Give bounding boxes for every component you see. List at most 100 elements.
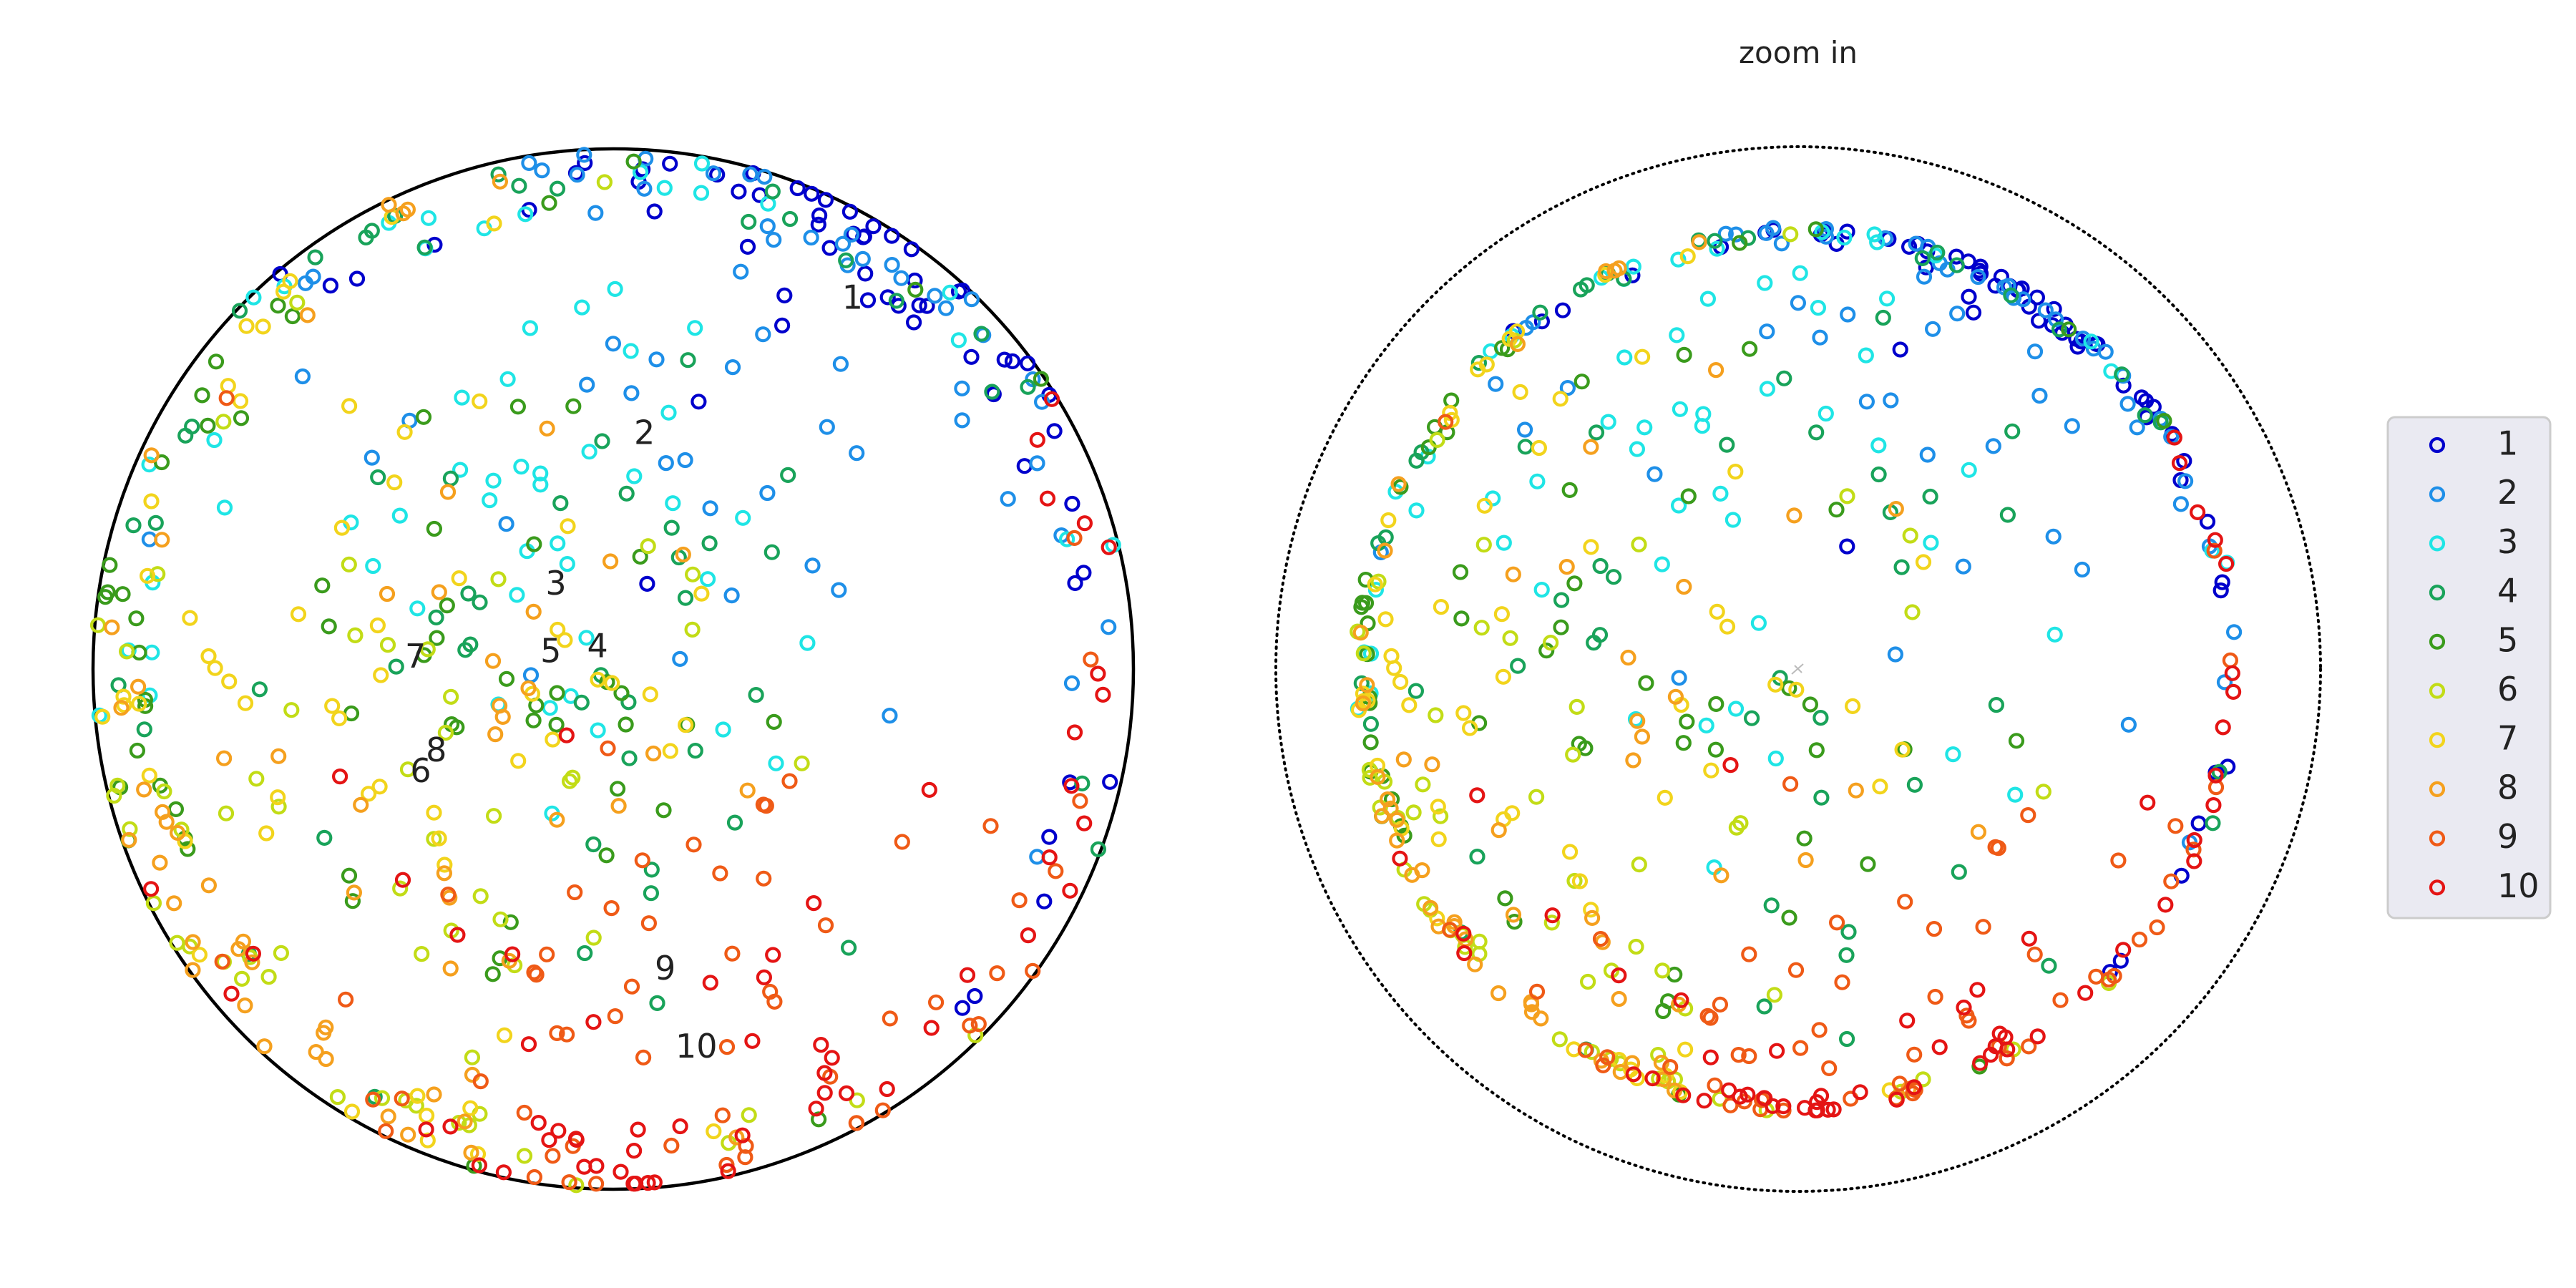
right-point-class-10: [2190, 504, 2206, 521]
left-point-class-3: [365, 557, 381, 575]
right-point-class-3: [1600, 414, 1616, 430]
left-point-class-7: [677, 717, 694, 733]
left-point-class-7: [557, 632, 573, 648]
left-point-class-10: [1076, 815, 1093, 831]
left-point-class-1: [821, 240, 838, 256]
left-point-class-9: [1011, 892, 1028, 909]
cluster-label-6: 6: [410, 751, 431, 790]
right-point-class-9: [1438, 414, 1454, 430]
left-point-class-7: [396, 424, 413, 440]
left-point-class-9: [712, 865, 728, 882]
left-point-class-3: [454, 389, 470, 406]
legend-label-1: 1: [2497, 424, 2518, 463]
right-point-class-3: [1759, 381, 1775, 397]
right-point-class-7: [1709, 603, 1725, 620]
left-point-class-7: [604, 675, 620, 691]
legend-box: [2386, 416, 2552, 919]
left-point-class-1: [1041, 829, 1058, 845]
left-point-class-8: [439, 484, 457, 500]
left-point-class-10: [1076, 515, 1093, 532]
right-point-class-10: [2224, 665, 2240, 681]
right-point-class-2: [1517, 421, 1533, 438]
left-point-class-2: [954, 380, 970, 397]
right-point-class-1: [2046, 301, 2062, 317]
right-point-class-10: [2171, 454, 2188, 472]
left-point-class-7: [94, 708, 111, 725]
right-point-class-3: [1699, 291, 1716, 307]
right-point-class-6: [1580, 973, 1596, 990]
left-point-class-8: [436, 865, 453, 882]
left-point-class-1: [776, 287, 793, 303]
right-point-class-5: [1675, 735, 1692, 751]
right-point-class-3: [1879, 291, 1896, 307]
right-point-class-10: [2157, 897, 2174, 913]
right-point-class-3: [1408, 502, 1425, 519]
left-point-class-9: [1066, 530, 1083, 547]
left-point-class-2: [576, 147, 592, 163]
right-point-class-2: [1883, 392, 1899, 409]
left-point-class-10: [1020, 927, 1037, 944]
right-point-class-7: [1504, 805, 1521, 821]
right-point-class-7: [1380, 512, 1397, 529]
left-point-class-6: [347, 627, 364, 644]
right-point-class-2: [2037, 302, 2054, 318]
left-point-class-9: [607, 1008, 623, 1025]
left-point-class-7: [451, 570, 467, 587]
left-point-class-3: [517, 206, 534, 223]
cluster-label-1: 1: [842, 278, 863, 316]
left-point-class-4: [388, 658, 404, 675]
legend-marker-3: [2429, 535, 2446, 552]
right-point-class-10: [2207, 767, 2224, 784]
left-point-class-5: [609, 781, 626, 797]
right-point-class-6: [1839, 488, 1855, 504]
left-point-class-6: [684, 566, 701, 582]
left-point-class-1: [731, 183, 747, 200]
right-point-class-4: [1408, 452, 1425, 469]
right-point-class-2: [1773, 235, 1790, 252]
left-point-class-2: [733, 263, 749, 280]
right-point-class-10: [2215, 719, 2231, 736]
left-point-class-3: [485, 472, 502, 489]
right-point-class-9: [1821, 1060, 1838, 1077]
left-point-class-9: [561, 1174, 577, 1191]
left-point-class-3: [581, 444, 597, 460]
right-point-class-9: [1999, 1050, 2015, 1067]
left-point-class-3: [420, 210, 437, 226]
left-point-class-4: [649, 995, 665, 1012]
right-point-class-9: [1741, 946, 1757, 962]
right-point-class-6: [1473, 620, 1490, 636]
left-point-class-10: [442, 1118, 459, 1135]
right-point-class-7: [1915, 554, 1932, 570]
left-point-class-8: [395, 205, 411, 222]
left-point-class-1: [646, 203, 663, 220]
right-point-class-3: [1727, 701, 1745, 717]
left-point-class-6: [596, 174, 613, 190]
left-point-class-10: [223, 985, 240, 1002]
right-point-class-3: [1629, 441, 1645, 457]
left-point-class-3: [542, 700, 558, 716]
right-point-class-10: [1820, 1101, 1836, 1118]
left-point-class-8: [130, 678, 147, 695]
right-point-class-3: [1858, 347, 1874, 364]
right-point-class-9: [1975, 919, 1991, 935]
left-point-class-5: [167, 801, 184, 818]
left-point-class-1: [811, 208, 828, 224]
cluster-label-4: 4: [587, 626, 608, 665]
right-point-class-4: [1707, 233, 1723, 249]
left-point-class-2: [849, 445, 865, 462]
right-point-class-2: [1717, 225, 1734, 242]
right-zoom-panel: zoom in: [1274, 35, 2322, 1193]
right-point-class-6: [1566, 872, 1583, 889]
left-point-class-1: [1064, 495, 1080, 512]
right-point-class-10: [1469, 787, 1485, 804]
left-point-class-8: [739, 782, 756, 799]
left-point-class-1: [577, 155, 593, 171]
left-point-class-6: [273, 945, 289, 962]
left-point-class-2: [937, 300, 955, 316]
left-point-class-5: [526, 536, 542, 552]
right-point-class-5: [1742, 341, 1758, 357]
right-point-class-7: [1562, 844, 1579, 860]
right-point-class-5: [1357, 595, 1375, 611]
right-point-class-4: [1999, 507, 2016, 523]
cluster-label-7: 7: [405, 637, 426, 675]
